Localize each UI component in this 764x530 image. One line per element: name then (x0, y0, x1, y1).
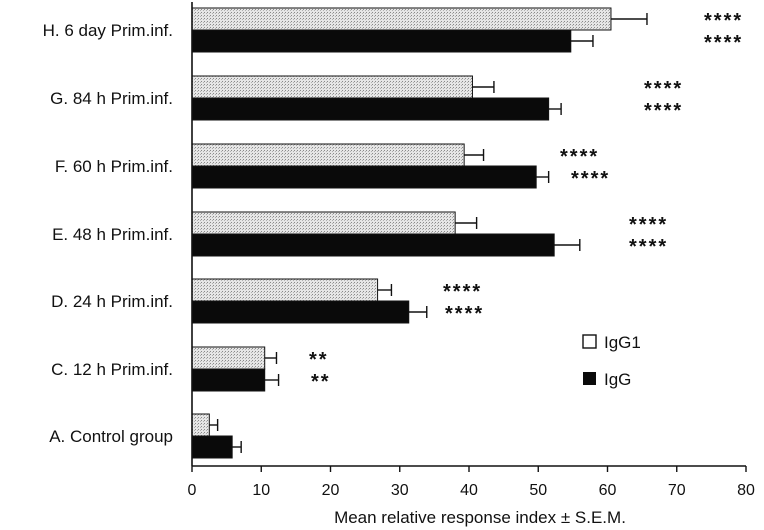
x-tick-label: 80 (737, 482, 755, 499)
x-axis: 0 10 20 30 40 50 60 70 80 (188, 2, 755, 499)
bar-igg1 (191, 143, 465, 167)
significance-mark: **** (445, 303, 484, 325)
significance-mark: **** (644, 100, 683, 122)
significance-mark: ** (309, 349, 329, 371)
bar-igg (191, 435, 233, 459)
x-tick-label: 20 (322, 482, 340, 499)
x-tick-label: 10 (252, 482, 270, 499)
x-tick-label: 0 (188, 482, 197, 499)
bar-igg (191, 97, 550, 121)
significance-mark: **** (560, 146, 599, 168)
x-axis-title: Mean relative response index ± S.E.M. (334, 508, 626, 527)
legend-swatch-igg (583, 372, 596, 385)
legend-label-igg: IgG (604, 370, 631, 389)
bar-igg1 (191, 211, 456, 235)
bar-igg (191, 165, 537, 189)
significance-mark: **** (571, 168, 610, 190)
x-tick-label: 70 (668, 482, 686, 499)
x-tick-label: 50 (529, 482, 547, 499)
category-label: G. 84 h Prim.inf. (50, 89, 173, 108)
x-tick-label: 60 (599, 482, 617, 499)
bar-igg (191, 233, 555, 257)
significance-mark: **** (704, 32, 743, 54)
category-label: H. 6 day Prim.inf. (43, 21, 173, 40)
category-label: D. 24 h Prim.inf. (51, 292, 173, 311)
legend: IgG1 IgG (582, 333, 641, 389)
legend-label-igg1: IgG1 (604, 333, 641, 352)
category-label: C. 12 h Prim.inf. (51, 360, 173, 379)
bar-igg1 (191, 346, 266, 370)
bar-igg1 (191, 7, 612, 31)
category-label: E. 48 h Prim.inf. (52, 225, 173, 244)
x-tick-label: 40 (460, 482, 478, 499)
significance-mark: **** (629, 214, 668, 236)
category-label: F. 60 h Prim.inf. (55, 157, 173, 176)
significance-mark: **** (629, 236, 668, 258)
category-label: A. Control group (49, 427, 173, 446)
x-tick-label: 30 (391, 482, 409, 499)
significance-mark: ** (311, 371, 331, 393)
bar-igg (191, 368, 266, 392)
significance-mark: **** (704, 10, 743, 32)
bar-igg1 (191, 413, 210, 437)
bar-igg1 (191, 75, 473, 99)
bar-igg1 (191, 278, 379, 302)
legend-swatch-igg1 (582, 334, 597, 349)
significance-mark: **** (644, 78, 683, 100)
significance-mark: **** (443, 281, 482, 303)
bars-layer (191, 7, 648, 459)
significance-layer: ****************************************… (309, 10, 743, 393)
bar-igg (191, 300, 410, 324)
category-labels: H. 6 day Prim.inf. G. 84 h Prim.inf. F. 60… (43, 21, 173, 446)
bar-igg (191, 29, 572, 53)
